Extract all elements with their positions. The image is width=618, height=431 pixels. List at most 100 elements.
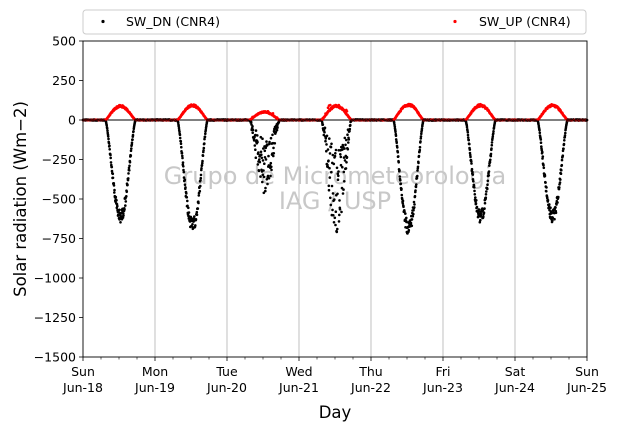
- sw-dn-point: [265, 140, 268, 143]
- sw-dn-point: [485, 190, 488, 193]
- sw-dn-point: [203, 135, 207, 138]
- sw-dn-point: [111, 172, 115, 176]
- sw-dn-point: [329, 203, 333, 207]
- sw-dn-point: [327, 159, 330, 162]
- sw-dn-point: [471, 170, 474, 174]
- sw-dn-point: [545, 190, 548, 193]
- sw-dn-point: [549, 206, 552, 209]
- sw-dn-point: [538, 128, 541, 132]
- sw-dn-point: [483, 207, 486, 210]
- sw-dn-point: [331, 208, 334, 212]
- sw-dn-point: [489, 158, 492, 162]
- sw-dn-point: [478, 210, 481, 213]
- sw-dn-point: [255, 134, 259, 137]
- sw-dn-point: [128, 164, 131, 168]
- sw-dn-point: [268, 140, 271, 144]
- sw-dn-point: [469, 155, 472, 159]
- sw-dn-point: [337, 174, 340, 178]
- watermark: Grupo de Micrometeorologia IAG / USP: [164, 162, 506, 215]
- sw-dn-point: [411, 214, 415, 218]
- y-axis: 500 250 0 −250 −500 −750 −1000 −1250 −1500: [34, 34, 83, 365]
- sw-dn-point: [470, 162, 473, 165]
- sw-dn-point: [325, 143, 328, 146]
- sw-dn-point: [486, 187, 489, 191]
- watermark-line-1: Grupo de Micrometeorologia: [164, 162, 506, 190]
- sw-dn-point: [399, 182, 403, 185]
- sw-dn-point: [199, 176, 203, 180]
- sw-dn-point: [487, 174, 491, 177]
- x-tick-label-date: Jun-22: [350, 380, 391, 395]
- sw-dn-point: [258, 160, 262, 164]
- sw-dn-point: [331, 153, 335, 157]
- sw-dn-point: [412, 200, 416, 204]
- sw-dn-point: [267, 154, 270, 158]
- sw-dn-point: [396, 150, 400, 154]
- sw-dn-point: [180, 145, 183, 149]
- sw-dn-point: [488, 164, 491, 167]
- sw-dn-point: [266, 174, 270, 178]
- sw-dn-point: [488, 160, 492, 164]
- sw-dn-point: [468, 148, 472, 151]
- legend-marker-sw-up: [453, 19, 457, 24]
- sw-dn-point: [253, 144, 257, 147]
- sw-dn-point: [338, 213, 341, 217]
- sw-dn-point: [341, 143, 345, 147]
- sw-dn-point: [329, 145, 333, 149]
- sw-dn-point: [539, 138, 543, 141]
- sw-dn-point: [341, 165, 344, 169]
- sw-dn-point: [335, 166, 339, 170]
- sw-dn-point: [420, 132, 423, 136]
- sw-dn-point: [543, 174, 547, 178]
- sw-dn-point: [181, 161, 185, 164]
- sw-dn-point: [108, 148, 111, 151]
- sw-dn-point: [259, 150, 263, 154]
- sw-dn-point: [259, 175, 262, 178]
- sw-dn-point: [473, 186, 476, 189]
- sw-dn-point: [468, 142, 471, 146]
- data-points: [81, 102, 589, 235]
- x-tick-label-date: Jun-25: [566, 380, 607, 395]
- sw-dn-point: [330, 184, 334, 188]
- sw-dn-point: [272, 154, 275, 158]
- sw-dn-point: [483, 201, 487, 205]
- y-tick-label: 0: [68, 113, 76, 128]
- sw-dn-point: [415, 183, 418, 186]
- sw-dn-point: [105, 124, 108, 127]
- sw-dn-point: [325, 149, 328, 153]
- sw-dn-point: [482, 211, 486, 215]
- sw-dn-point: [199, 179, 202, 182]
- sw-dn-point: [559, 178, 562, 181]
- sw-dn-point: [119, 221, 122, 224]
- sw-dn-point: [418, 145, 422, 149]
- sw-dn-point: [178, 133, 182, 137]
- sw-dn-point: [348, 127, 352, 131]
- sw-dn-point: [126, 183, 129, 187]
- sw-dn-point: [339, 163, 343, 167]
- sw-dn-point: [474, 196, 477, 199]
- sw-dn-point: [260, 156, 264, 160]
- sw-dn-point: [268, 142, 271, 146]
- sw-dn-point: [327, 188, 331, 192]
- sw-dn-point: [201, 161, 204, 165]
- sw-dn-point: [129, 149, 133, 153]
- sw-dn-point: [419, 137, 423, 140]
- sw-dn-point: [342, 170, 346, 174]
- sw-dn-point: [122, 212, 125, 215]
- y-tick-label: −250: [42, 152, 76, 167]
- sw-dn-point: [125, 195, 128, 198]
- sw-dn-point: [127, 172, 130, 175]
- sw-dn-point: [185, 196, 189, 199]
- sw-dn-point: [203, 137, 206, 141]
- sw-dn-point: [113, 191, 116, 194]
- sw-dn-point: [201, 154, 205, 157]
- sw-dn-point: [261, 180, 264, 184]
- sw-dn-point: [269, 136, 273, 140]
- sw-dn-point: [403, 210, 406, 213]
- sw-dn-point: [328, 166, 331, 170]
- sw-dn-point: [333, 216, 337, 220]
- sw-dn-point: [182, 165, 185, 168]
- sw-dn-point: [266, 182, 269, 186]
- x-tick-label-date: Jun-21: [278, 380, 319, 395]
- sw-dn-point: [256, 163, 260, 166]
- sw-dn-point: [398, 169, 401, 172]
